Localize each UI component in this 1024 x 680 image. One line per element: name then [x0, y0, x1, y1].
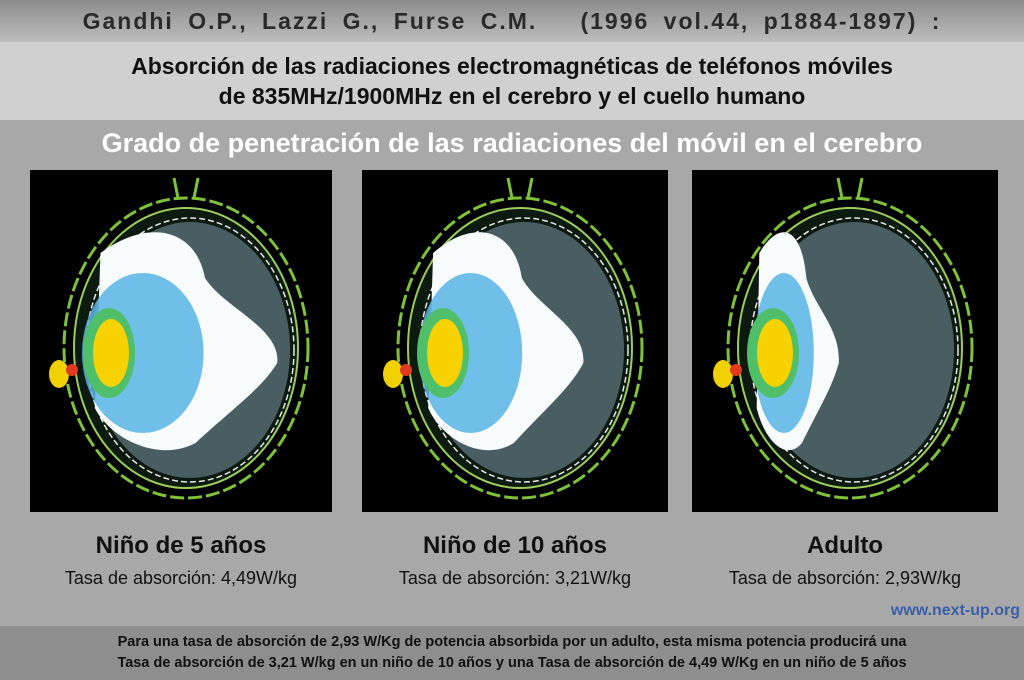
panel-label: Niño de 10 años — [422, 532, 608, 559]
ear-red — [66, 364, 78, 376]
ear-yellow — [49, 360, 69, 388]
scan-panel — [30, 170, 332, 512]
citation-band: Gandhi O.P., Lazzi G., Furse C.M. (1996 … — [0, 0, 1024, 42]
ear-yellow — [383, 360, 403, 388]
scan-panel — [692, 170, 998, 512]
head-top — [836, 177, 864, 199]
citation: Gandhi O.P., Lazzi G., Furse C.M. (1996 … — [82, 7, 942, 34]
ear-red — [730, 364, 742, 376]
title-band: Absorción de las radiaciones electromagn… — [0, 42, 1024, 120]
head-top — [172, 177, 200, 199]
source: www.next-up.org — [890, 602, 1020, 619]
head-scan — [713, 177, 974, 500]
head-top — [506, 177, 534, 199]
absorption-rate: Tasa de absorción: 4,49W/kg — [64, 568, 298, 588]
head-scan — [383, 177, 644, 500]
footer-line: Para una tasa de absorción de 2,93 W/Kg … — [117, 634, 907, 650]
head-outline — [62, 196, 310, 500]
title-line: Absorción de las radiaciones electromagn… — [131, 53, 893, 79]
subtitle: Grado de penetración de las radiaciones … — [101, 128, 923, 158]
absorption-rate: Tasa de absorción: 3,21W/kg — [398, 568, 632, 588]
absorption-yellow — [93, 319, 129, 387]
ear-red — [400, 364, 412, 376]
footer-line: Tasa de absorción de 3,21 W/kg en un niñ… — [117, 655, 907, 671]
absorption-yellow — [427, 319, 463, 387]
head-scan — [49, 177, 310, 500]
absorption-yellow — [757, 319, 793, 387]
title-line: de 835MHz/1900MHz en el cerebro y el cue… — [218, 83, 806, 109]
head-outline — [726, 196, 974, 500]
panel-label: Adulto — [807, 532, 883, 559]
absorption-rate: Tasa de absorción: 2,93W/kg — [728, 568, 962, 588]
head-outline — [396, 196, 644, 500]
footer-band: Para una tasa de absorción de 2,93 W/Kg … — [0, 626, 1024, 680]
ear-yellow — [713, 360, 733, 388]
panel-label: Niño de 5 años — [95, 532, 267, 559]
scan-panel — [362, 170, 668, 512]
